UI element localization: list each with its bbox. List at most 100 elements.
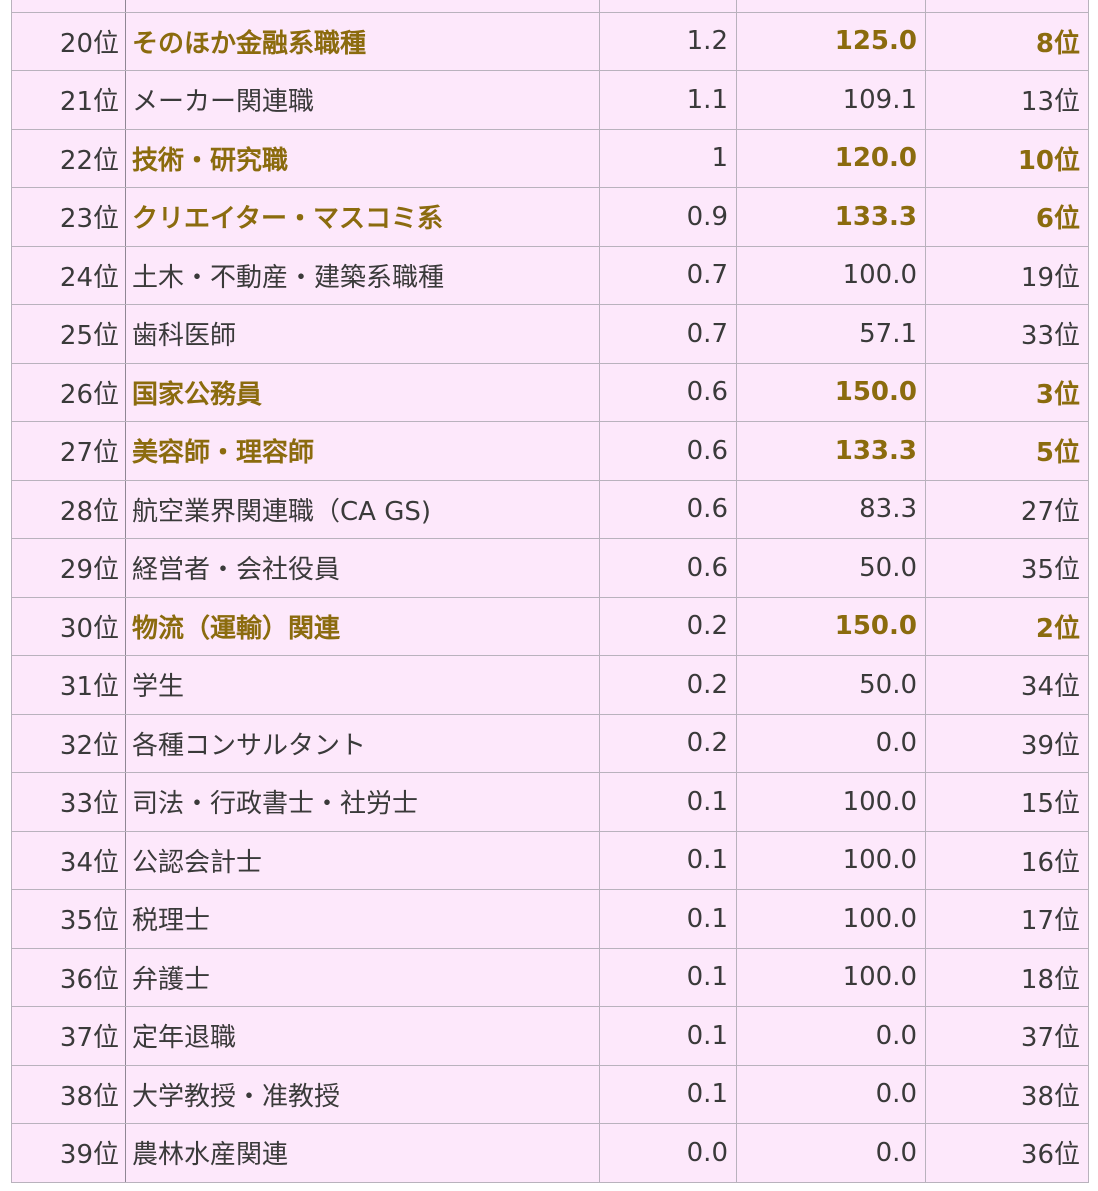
rank-cell: 24位 (11, 245, 126, 305)
index-value-cell: 133.3 (736, 421, 926, 481)
index-value-cell: 100.0 (736, 245, 926, 305)
rank-cell: 33位 (11, 772, 126, 832)
share-value-cell: 0.6 (599, 421, 737, 481)
rank-cell (11, 0, 126, 13)
share-value-cell (599, 0, 737, 13)
rank-cell: 32位 (11, 713, 126, 773)
index-value-cell: 120.0 (736, 128, 926, 188)
table-row: 32位 各種コンサルタント 0.2 0.0 39位 (11, 713, 1089, 773)
occupation-cell: 弁護士 (125, 947, 600, 1007)
table-row: 27位 美容師・理容師 0.6 133.3 5位 (11, 421, 1089, 481)
table-row: 36位 弁護士 0.1 100.0 18位 (11, 947, 1089, 1007)
previous-rank-cell: 34位 (925, 655, 1089, 715)
occupation-cell: 各種コンサルタント (125, 713, 600, 773)
previous-rank-cell (925, 0, 1089, 13)
index-value-cell: 0.0 (736, 1123, 926, 1183)
table-body: 20位 そのほか金融系職種 1.2 125.0 8位 21位 メーカー関連職 1.1 109.1… (11, 0, 1089, 1183)
share-value-cell: 0.1 (599, 1064, 737, 1124)
share-value-cell: 0.9 (599, 187, 737, 247)
rank-cell: 26位 (11, 362, 126, 422)
rank-cell: 27位 (11, 421, 126, 481)
previous-rank-cell: 33位 (925, 304, 1089, 364)
occupation-cell: 航空業界関連職（CA GS) (125, 479, 600, 539)
table-row: 39位 農林水産関連 0.0 0.0 36位 (11, 1123, 1089, 1183)
table-row: 23位 クリエイター・マスコミ系 0.9 133.3 6位 (11, 187, 1089, 247)
previous-rank-cell: 10位 (925, 128, 1089, 188)
index-value-cell: 109.1 (736, 70, 926, 130)
index-value-cell: 150.0 (736, 596, 926, 656)
share-value-cell: 0.6 (599, 538, 737, 598)
share-value-cell: 0.1 (599, 947, 737, 1007)
table-row: 20位 そのほか金融系職種 1.2 125.0 8位 (11, 11, 1089, 71)
index-value-cell: 100.0 (736, 830, 926, 890)
share-value-cell: 0.1 (599, 889, 737, 949)
rank-cell: 29位 (11, 538, 126, 598)
table-row: 28位 航空業界関連職（CA GS) 0.6 83.3 27位 (11, 479, 1089, 539)
share-value-cell: 0.7 (599, 304, 737, 364)
occupation-cell: 学生 (125, 655, 600, 715)
index-value-cell: 50.0 (736, 538, 926, 598)
previous-rank-cell: 13位 (925, 70, 1089, 130)
share-value-cell: 1.1 (599, 70, 737, 130)
table-row: 24位 土木・不動産・建築系職種 0.7 100.0 19位 (11, 245, 1089, 305)
table-row: 35位 税理士 0.1 100.0 17位 (11, 889, 1089, 949)
occupation-cell: クリエイター・マスコミ系 (125, 187, 600, 247)
index-value-cell: 150.0 (736, 362, 926, 422)
table-row (11, 0, 1089, 13)
index-value-cell: 100.0 (736, 772, 926, 832)
occupation-cell: 大学教授・准教授 (125, 1064, 600, 1124)
previous-rank-cell: 38位 (925, 1064, 1089, 1124)
table-row: 22位 技術・研究職 1 120.0 10位 (11, 128, 1089, 188)
table-row: 21位 メーカー関連職 1.1 109.1 13位 (11, 70, 1089, 130)
share-value-cell: 0.1 (599, 1006, 737, 1066)
occupation-cell (125, 0, 600, 13)
rank-cell: 28位 (11, 479, 126, 539)
share-value-cell: 0.6 (599, 479, 737, 539)
share-value-cell: 0.1 (599, 772, 737, 832)
rank-cell: 25位 (11, 304, 126, 364)
index-value-cell: 0.0 (736, 1006, 926, 1066)
previous-rank-cell: 16位 (925, 830, 1089, 890)
occupation-cell: 物流（運輸）関連 (125, 596, 600, 656)
occupation-cell: そのほか金融系職種 (125, 11, 600, 71)
occupation-cell: 経営者・会社役員 (125, 538, 600, 598)
rank-cell: 38位 (11, 1064, 126, 1124)
previous-rank-cell: 17位 (925, 889, 1089, 949)
rank-cell: 36位 (11, 947, 126, 1007)
occupation-cell: メーカー関連職 (125, 70, 600, 130)
index-value-cell: 0.0 (736, 713, 926, 773)
share-value-cell: 0.2 (599, 596, 737, 656)
occupation-cell: 土木・不動産・建築系職種 (125, 245, 600, 305)
share-value-cell: 1 (599, 128, 737, 188)
index-value-cell: 50.0 (736, 655, 926, 715)
previous-rank-cell: 2位 (925, 596, 1089, 656)
index-value-cell: 133.3 (736, 187, 926, 247)
previous-rank-cell: 36位 (925, 1123, 1089, 1183)
table-row: 33位 司法・行政書士・社労士 0.1 100.0 15位 (11, 772, 1089, 832)
rank-cell: 23位 (11, 187, 126, 247)
occupation-cell: 歯科医師 (125, 304, 600, 364)
occupation-cell: 国家公務員 (125, 362, 600, 422)
share-value-cell: 0.2 (599, 713, 737, 773)
previous-rank-cell: 18位 (925, 947, 1089, 1007)
previous-rank-cell: 5位 (925, 421, 1089, 481)
index-value-cell (736, 0, 926, 13)
occupation-cell: 技術・研究職 (125, 128, 600, 188)
share-value-cell: 0.0 (599, 1123, 737, 1183)
index-value-cell: 125.0 (736, 11, 926, 71)
table-row: 37位 定年退職 0.1 0.0 37位 (11, 1006, 1089, 1066)
index-value-cell: 0.0 (736, 1064, 926, 1124)
rank-cell: 37位 (11, 1006, 126, 1066)
previous-rank-cell: 3位 (925, 362, 1089, 422)
table-row: 34位 公認会計士 0.1 100.0 16位 (11, 830, 1089, 890)
occupation-ranking-table: 20位 そのほか金融系職種 1.2 125.0 8位 21位 メーカー関連職 1.1 109.1… (11, 0, 1089, 1183)
share-value-cell: 0.2 (599, 655, 737, 715)
previous-rank-cell: 19位 (925, 245, 1089, 305)
share-value-cell: 0.1 (599, 830, 737, 890)
index-value-cell: 100.0 (736, 947, 926, 1007)
index-value-cell: 57.1 (736, 304, 926, 364)
table-row: 30位 物流（運輸）関連 0.2 150.0 2位 (11, 596, 1089, 656)
table-row: 26位 国家公務員 0.6 150.0 3位 (11, 362, 1089, 422)
table-row: 29位 経営者・会社役員 0.6 50.0 35位 (11, 538, 1089, 598)
previous-rank-cell: 8位 (925, 11, 1089, 71)
